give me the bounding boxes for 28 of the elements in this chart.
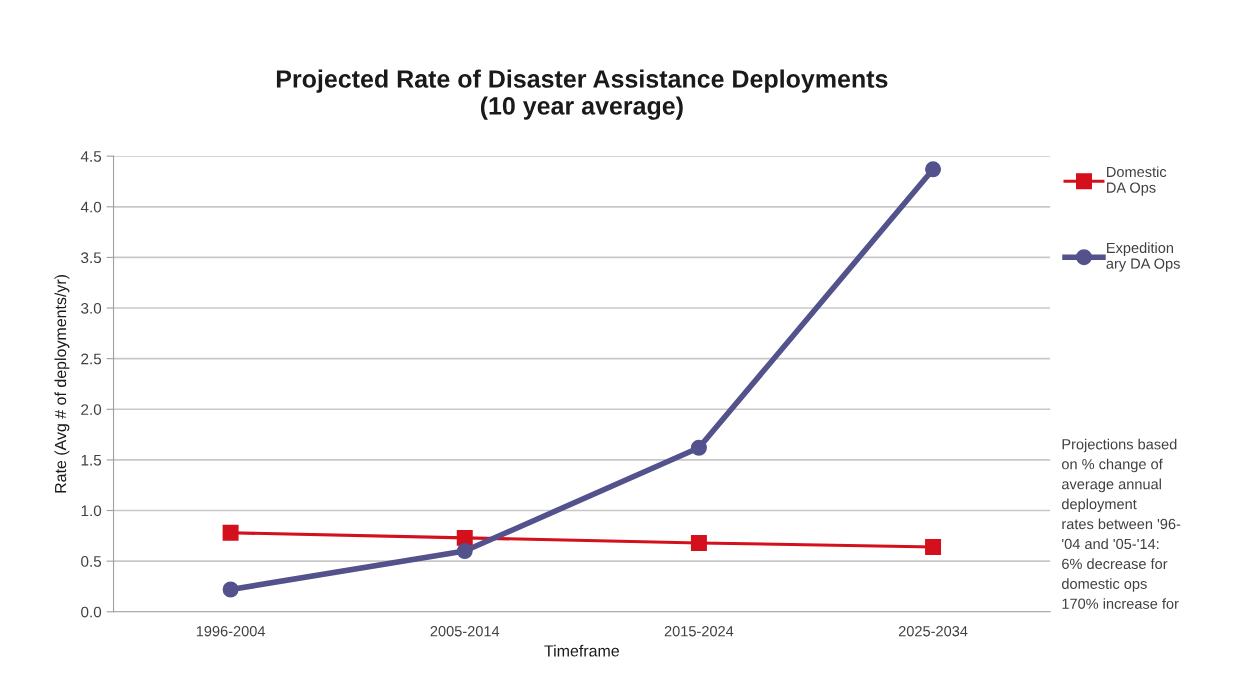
x-tick-label: 2015-2024 bbox=[664, 626, 734, 637]
point bbox=[690, 534, 707, 551]
y-tick-label: 1.5 bbox=[81, 454, 102, 466]
point bbox=[456, 529, 473, 546]
x-tick-label: 2025-2034 bbox=[898, 626, 968, 637]
y-axis-title: Rate (Avg # of deployments/yr) bbox=[54, 275, 70, 493]
text: Projections based on % change of average annual deployment rates between '96- '04 and '05-'14: 6% decrease for domestic ops 170% increase for bbox=[1061, 438, 1181, 609]
x-axis-title: Timeframe bbox=[544, 644, 619, 657]
point bbox=[690, 439, 707, 456]
legend-label: Expedition ary DA Ops bbox=[1106, 242, 1180, 272]
y-tick-label: 3.0 bbox=[81, 302, 102, 314]
point bbox=[925, 161, 942, 178]
chart-title: Projected Rate of Disaster Assistance Deployments (10 year average) bbox=[276, 69, 888, 120]
y-tick-label: 2.0 bbox=[81, 404, 102, 415]
point bbox=[222, 581, 239, 598]
y-tick-label: 4.0 bbox=[80, 201, 102, 213]
y-tick-label: 2.5 bbox=[81, 353, 102, 365]
legend-label: Domestic DA Ops bbox=[1107, 166, 1167, 196]
y-tick-label: 3.5 bbox=[81, 252, 102, 264]
y-tick-label: 0.0 bbox=[81, 606, 102, 618]
x-tick-label: 2005-2014 bbox=[430, 626, 500, 637]
y-tick-label: 4.5 bbox=[80, 151, 102, 162]
point bbox=[456, 543, 473, 560]
point bbox=[222, 524, 239, 541]
y-tick-label: 0.5 bbox=[81, 556, 102, 567]
x-tick-label: 1996-2004 bbox=[196, 626, 266, 637]
y-tick-label: 1.0 bbox=[81, 505, 102, 517]
point bbox=[925, 538, 942, 555]
